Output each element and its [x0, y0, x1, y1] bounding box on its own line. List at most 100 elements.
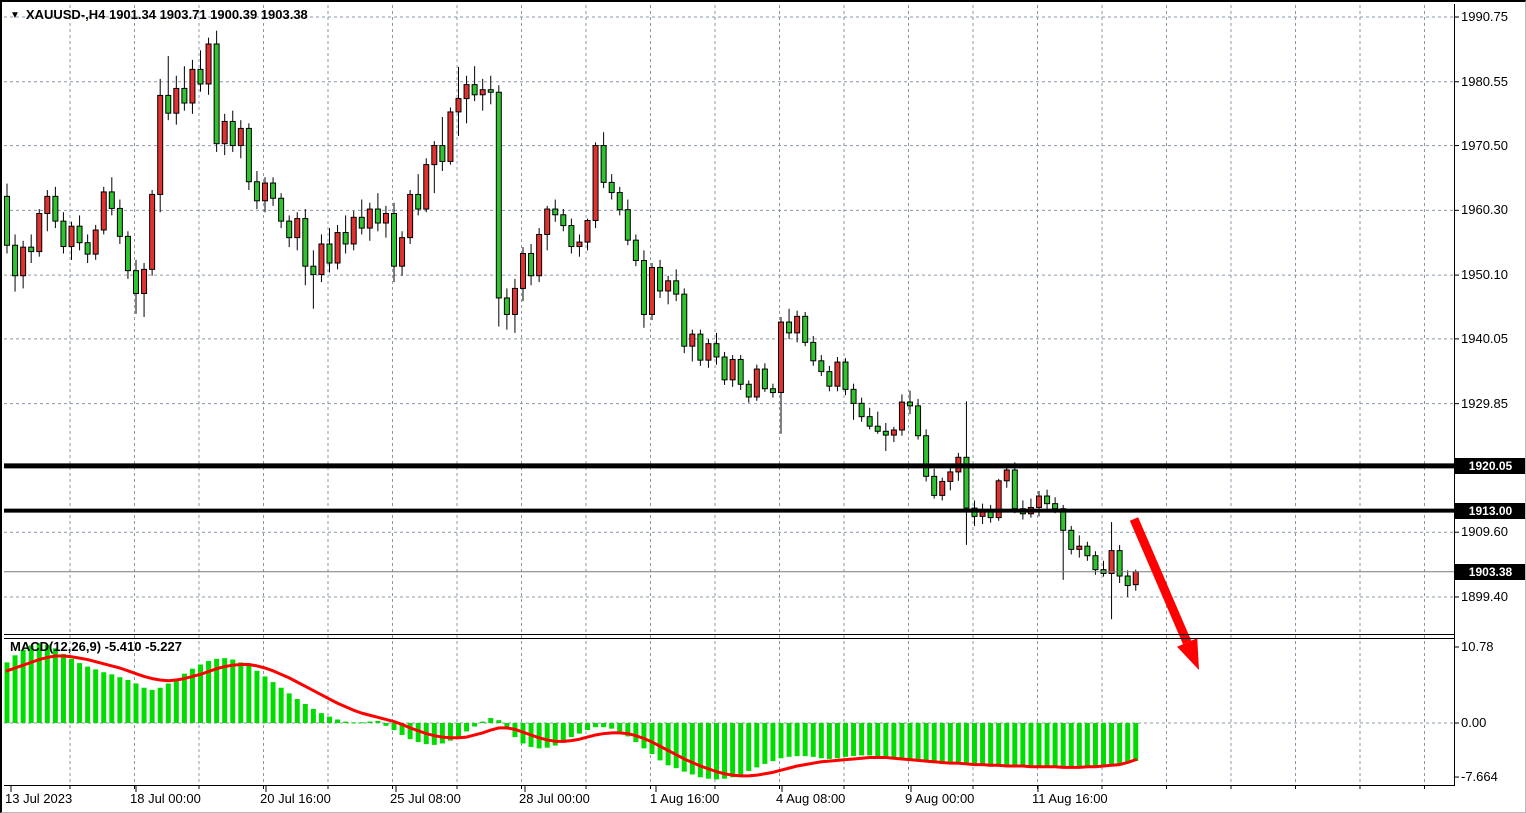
- candle-body-down: [342, 232, 349, 245]
- macd-histogram-bar: [818, 723, 824, 759]
- macd-histogram-bar: [697, 723, 703, 778]
- macd-histogram-bar: [1092, 723, 1098, 767]
- macd-histogram-bar: [439, 723, 445, 744]
- candle-body-down: [487, 89, 494, 93]
- candle-body-up: [939, 480, 946, 496]
- macd-histogram-bar: [738, 723, 744, 775]
- macd-histogram-bar: [230, 659, 236, 723]
- macd-histogram-bar: [1020, 723, 1026, 767]
- candle-body-down: [181, 87, 188, 104]
- candle-body-down: [278, 197, 285, 222]
- macd-histogram-bar: [601, 723, 607, 728]
- level-price-badge: 1920.05: [1455, 457, 1525, 474]
- candle-body-up: [592, 145, 599, 221]
- macd-histogram-bar: [875, 723, 881, 757]
- macd-axis-label: 10.78: [1461, 639, 1494, 654]
- macd-histogram-bar: [1076, 723, 1082, 768]
- candle-body-down: [713, 343, 720, 358]
- candle-body-down: [1092, 555, 1099, 571]
- candle-body-down: [1068, 529, 1075, 550]
- macd-histogram-bar: [754, 723, 760, 768]
- macd-histogram-bar: [963, 723, 969, 765]
- macd-histogram-bar: [391, 723, 397, 731]
- candle-body-down: [213, 43, 220, 145]
- macd-histogram-bar: [262, 676, 268, 723]
- macd-histogram-bar: [947, 723, 953, 764]
- macd-histogram-bar: [585, 723, 590, 731]
- macd-histogram-bar: [988, 723, 994, 767]
- macd-indicator-label: MACD(12,26,9) -5.410 -5.227: [10, 639, 182, 654]
- time-axis-label: 13 Jul 2023: [5, 791, 73, 806]
- macd-histogram-bar: [681, 723, 687, 772]
- trend-arrow-shaft[interactable]: [1129, 517, 1192, 645]
- candle-body-down: [737, 359, 744, 385]
- macd-histogram-bar: [133, 683, 139, 723]
- macd-histogram-bar: [609, 723, 615, 729]
- macd-histogram-bar: [222, 658, 228, 723]
- macd-histogram-bar: [254, 670, 260, 723]
- candle-body-up: [1132, 571, 1139, 586]
- candle-body-down: [12, 244, 19, 277]
- candle-body-down: [568, 225, 575, 248]
- macd-histogram-bar: [149, 689, 155, 723]
- candle-body-down: [721, 356, 728, 381]
- candle-body-down: [640, 259, 647, 315]
- macd-histogram-bar: [633, 723, 639, 743]
- candle-body-up: [205, 43, 212, 85]
- macd-histogram-bar: [77, 663, 83, 723]
- macd-histogram-bar: [383, 723, 389, 726]
- time-axis-label: 9 Aug 00:00: [905, 791, 975, 806]
- macd-histogram-bar: [972, 723, 977, 766]
- price-axis-label: 1980.55: [1461, 73, 1508, 89]
- candle-body-down: [681, 293, 688, 347]
- macd-histogram-bar: [157, 687, 163, 723]
- candle-body-down: [1011, 469, 1018, 510]
- chart-title: ▼ XAUUSD-,H4 1901.34 1903.71 1900.39 1903…: [10, 7, 308, 23]
- candle-body-up: [407, 193, 414, 239]
- candle-body-up: [36, 213, 43, 253]
- macd-histogram-bar: [294, 699, 300, 723]
- candle-body-down: [842, 361, 849, 390]
- candle-body-up: [1076, 545, 1083, 550]
- macd-histogram-bar: [125, 679, 131, 723]
- time-axis-label: 18 Jul 00:00: [130, 791, 201, 806]
- macd-histogram-bar: [464, 723, 470, 732]
- macd-histogram-bar: [28, 645, 34, 723]
- candle-body-down: [608, 181, 615, 194]
- macd-histogram-bar: [1109, 723, 1115, 766]
- collapse-triangle-icon[interactable]: ▼: [10, 10, 20, 21]
- macd-histogram-bar: [826, 723, 832, 759]
- macd-histogram-bar: [198, 664, 203, 723]
- trend-arrow-head[interactable]: [1177, 638, 1199, 670]
- macd-histogram-bar: [1101, 723, 1106, 767]
- macd-histogram-bar: [730, 723, 736, 778]
- candle-body-down: [673, 280, 680, 295]
- candle-body-down: [124, 235, 131, 272]
- candle-body-up: [100, 191, 107, 231]
- candle-body-down: [963, 456, 970, 509]
- time-axis-label: 11 Aug 16:00: [1032, 791, 1108, 806]
- candle-body-up: [20, 246, 27, 277]
- macd-histogram-bar: [480, 721, 486, 723]
- candle-body-down: [503, 297, 510, 315]
- macd-histogram-bar: [1036, 723, 1042, 767]
- candle-body-down: [923, 435, 930, 477]
- candle-body-down: [245, 127, 252, 183]
- candle-body-up: [520, 253, 526, 289]
- macd-histogram-bar: [1084, 723, 1090, 768]
- candle-body-up: [431, 145, 438, 166]
- macd-histogram-bar: [504, 723, 510, 730]
- candle-body-down: [165, 94, 172, 114]
- macd-histogram-bar: [101, 672, 107, 723]
- candle-body-up: [423, 164, 430, 210]
- macd-histogram-bar: [60, 653, 66, 723]
- candle-body-up: [947, 471, 954, 482]
- price-axis-label: 1960.30: [1461, 202, 1508, 218]
- candle-body-down: [931, 475, 938, 496]
- candle-body-up: [1003, 469, 1010, 482]
- candle-body-up: [92, 229, 99, 255]
- time-axis-label: 1 Aug 16:00: [650, 791, 720, 806]
- macd-histogram-bar: [536, 723, 542, 749]
